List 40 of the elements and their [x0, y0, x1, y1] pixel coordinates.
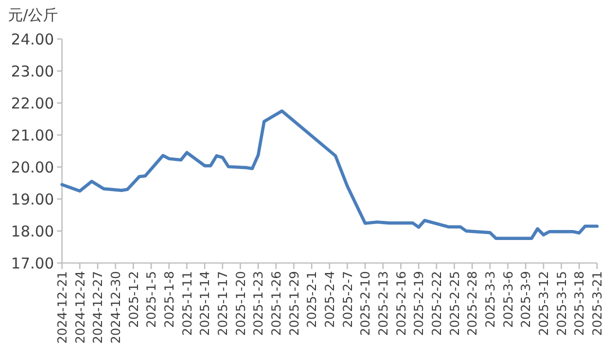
y-tick-label: 17.00 — [11, 254, 54, 272]
x-tick-label: 2024-12-21 — [54, 271, 70, 344]
x-tick-label: 2025-1-26 — [268, 270, 284, 336]
y-tick-label: 20.00 — [11, 158, 54, 176]
x-tick-label: 2025-2-4 — [322, 270, 337, 328]
x-tick-label: 2025-1-17 — [215, 271, 230, 336]
y-tick-label: 19.00 — [11, 190, 54, 208]
x-tick-label: 2025-1-11 — [179, 271, 194, 336]
x-tick-label: 2025-2-16 — [393, 270, 408, 336]
y-tick-label: 21.00 — [11, 126, 54, 144]
y-tick-label: 24.00 — [11, 30, 54, 48]
y-tick-label: 23.00 — [11, 62, 54, 80]
x-tick-label: 2025-3-21 — [590, 271, 604, 336]
y-axis-title: 元/公斤 — [8, 6, 58, 24]
x-tick-label: 2025-2-25 — [446, 271, 462, 336]
x-tick-label: 2025-1-29 — [286, 270, 302, 336]
x-tick-label: 2025-1-20 — [232, 270, 248, 336]
y-tick-label: 22.00 — [11, 94, 54, 112]
x-tick-label: 2025-1-14 — [197, 270, 212, 336]
x-tick-label: 2025-1-8 — [162, 270, 176, 328]
x-tick-label: 2024-12-30 — [108, 270, 123, 344]
x-tick-label: 2025-1-23 — [250, 271, 266, 336]
x-tick-label: 2025-3-15 — [554, 271, 569, 336]
x-tick-label: 2025-2-1 — [304, 271, 320, 328]
x-tick-label: 2025-2-22 — [429, 271, 444, 336]
x-tick-label: 2025-2-19 — [411, 270, 426, 336]
x-tick-label: 2025-1-5 — [144, 271, 159, 328]
x-tick-label: 2025-3-18 — [572, 270, 587, 336]
y-tick-label: 18.00 — [11, 222, 54, 240]
x-tick-label: 2025-3-12 — [536, 271, 551, 336]
x-tick-label: 2025-2-28 — [464, 270, 480, 336]
x-tick-label: 2025-3-6 — [500, 270, 516, 328]
x-tick-label: 2025-3-3 — [482, 271, 498, 328]
x-tick-label: 2024-12-27 — [90, 271, 106, 344]
x-tick-label: 2025-2-10 — [358, 270, 373, 336]
x-tick-label: 2025-2-7 — [340, 271, 355, 328]
x-tick-label: 2025-1-2 — [126, 271, 141, 328]
x-tick-label: 2024-12-24 — [72, 270, 88, 344]
x-tick-label: 2025-2-13 — [376, 271, 390, 336]
x-tick-label: 2025-3-9 — [518, 270, 534, 328]
